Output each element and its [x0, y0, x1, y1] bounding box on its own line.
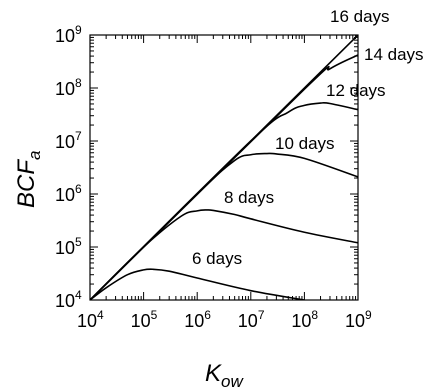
x-axis-title: Kow: [205, 360, 244, 389]
y-tick-exponent: 9: [75, 23, 82, 37]
y-tick-base: 10: [55, 291, 75, 311]
y-axis-title-subscript: a: [25, 151, 44, 160]
x-tick-exponent: 8: [311, 308, 318, 322]
y-tick-exponent: 4: [75, 288, 82, 302]
x-tick-exponent: 4: [97, 308, 104, 322]
y-tick-base: 10: [55, 79, 75, 99]
series-label-1: 6 days: [192, 249, 242, 268]
series-label-3: 10 days: [275, 134, 335, 153]
x-axis-title-subscript: ow: [221, 372, 244, 389]
x-tick-base: 10: [345, 311, 365, 331]
x-tick-base: 10: [291, 311, 311, 331]
x-tick-label: 106: [184, 308, 211, 331]
series-label-2: 8 days: [224, 188, 274, 207]
series-label-5: 14 days: [364, 45, 424, 64]
x-tick-exponent: 5: [151, 308, 158, 322]
y-tick-label: 109: [55, 23, 82, 46]
x-tick-label: 108: [291, 308, 318, 331]
x-tick-exponent: 7: [258, 308, 265, 322]
y-tick-exponent: 6: [75, 182, 82, 196]
y-tick-base: 10: [55, 185, 75, 205]
y-tick-base: 10: [55, 238, 75, 258]
y-tick-label: 108: [55, 76, 82, 99]
series-line-6: [90, 35, 358, 300]
series-label-6: 16 days: [330, 7, 390, 26]
y-tick-base: 10: [55, 132, 75, 152]
series-line-2: [90, 209, 358, 300]
series-line-1: [90, 268, 305, 300]
x-tick-label: 105: [131, 308, 158, 331]
series-label-4: 12 days: [326, 81, 386, 100]
x-tick-base: 10: [131, 311, 151, 331]
labels-layer: 6 days 8 days 10 days 12 days 14 days 16 days: [192, 7, 424, 268]
y-tick-label: 105: [55, 235, 82, 258]
y-tick-label: 106: [55, 182, 82, 205]
series-line-3: [90, 152, 358, 300]
y-tick-label: 107: [55, 129, 82, 152]
y-tick-exponent: 8: [75, 76, 82, 90]
x-tick-exponent: 9: [365, 308, 372, 322]
y-axis-title-main: BCF: [13, 159, 40, 208]
y-tick-exponent: 5: [75, 235, 82, 249]
x-axis-title-main: K: [205, 360, 222, 387]
x-tick-exponent: 6: [204, 308, 211, 322]
x-tick-label: 104: [77, 308, 104, 331]
y-tick-exponent: 7: [75, 129, 82, 143]
plot-frame: [89, 34, 359, 301]
x-tick-base: 10: [77, 311, 97, 331]
x-tick-label: 109: [345, 308, 372, 331]
x-tick-label: 107: [238, 308, 265, 331]
x-tick-base: 10: [238, 311, 258, 331]
x-tick-base: 10: [184, 311, 204, 331]
y-tick-label: 104: [55, 288, 82, 311]
y-tick-base: 10: [55, 26, 75, 46]
y-axis-title: BCFa: [13, 151, 44, 208]
curves-layer: [90, 35, 358, 300]
